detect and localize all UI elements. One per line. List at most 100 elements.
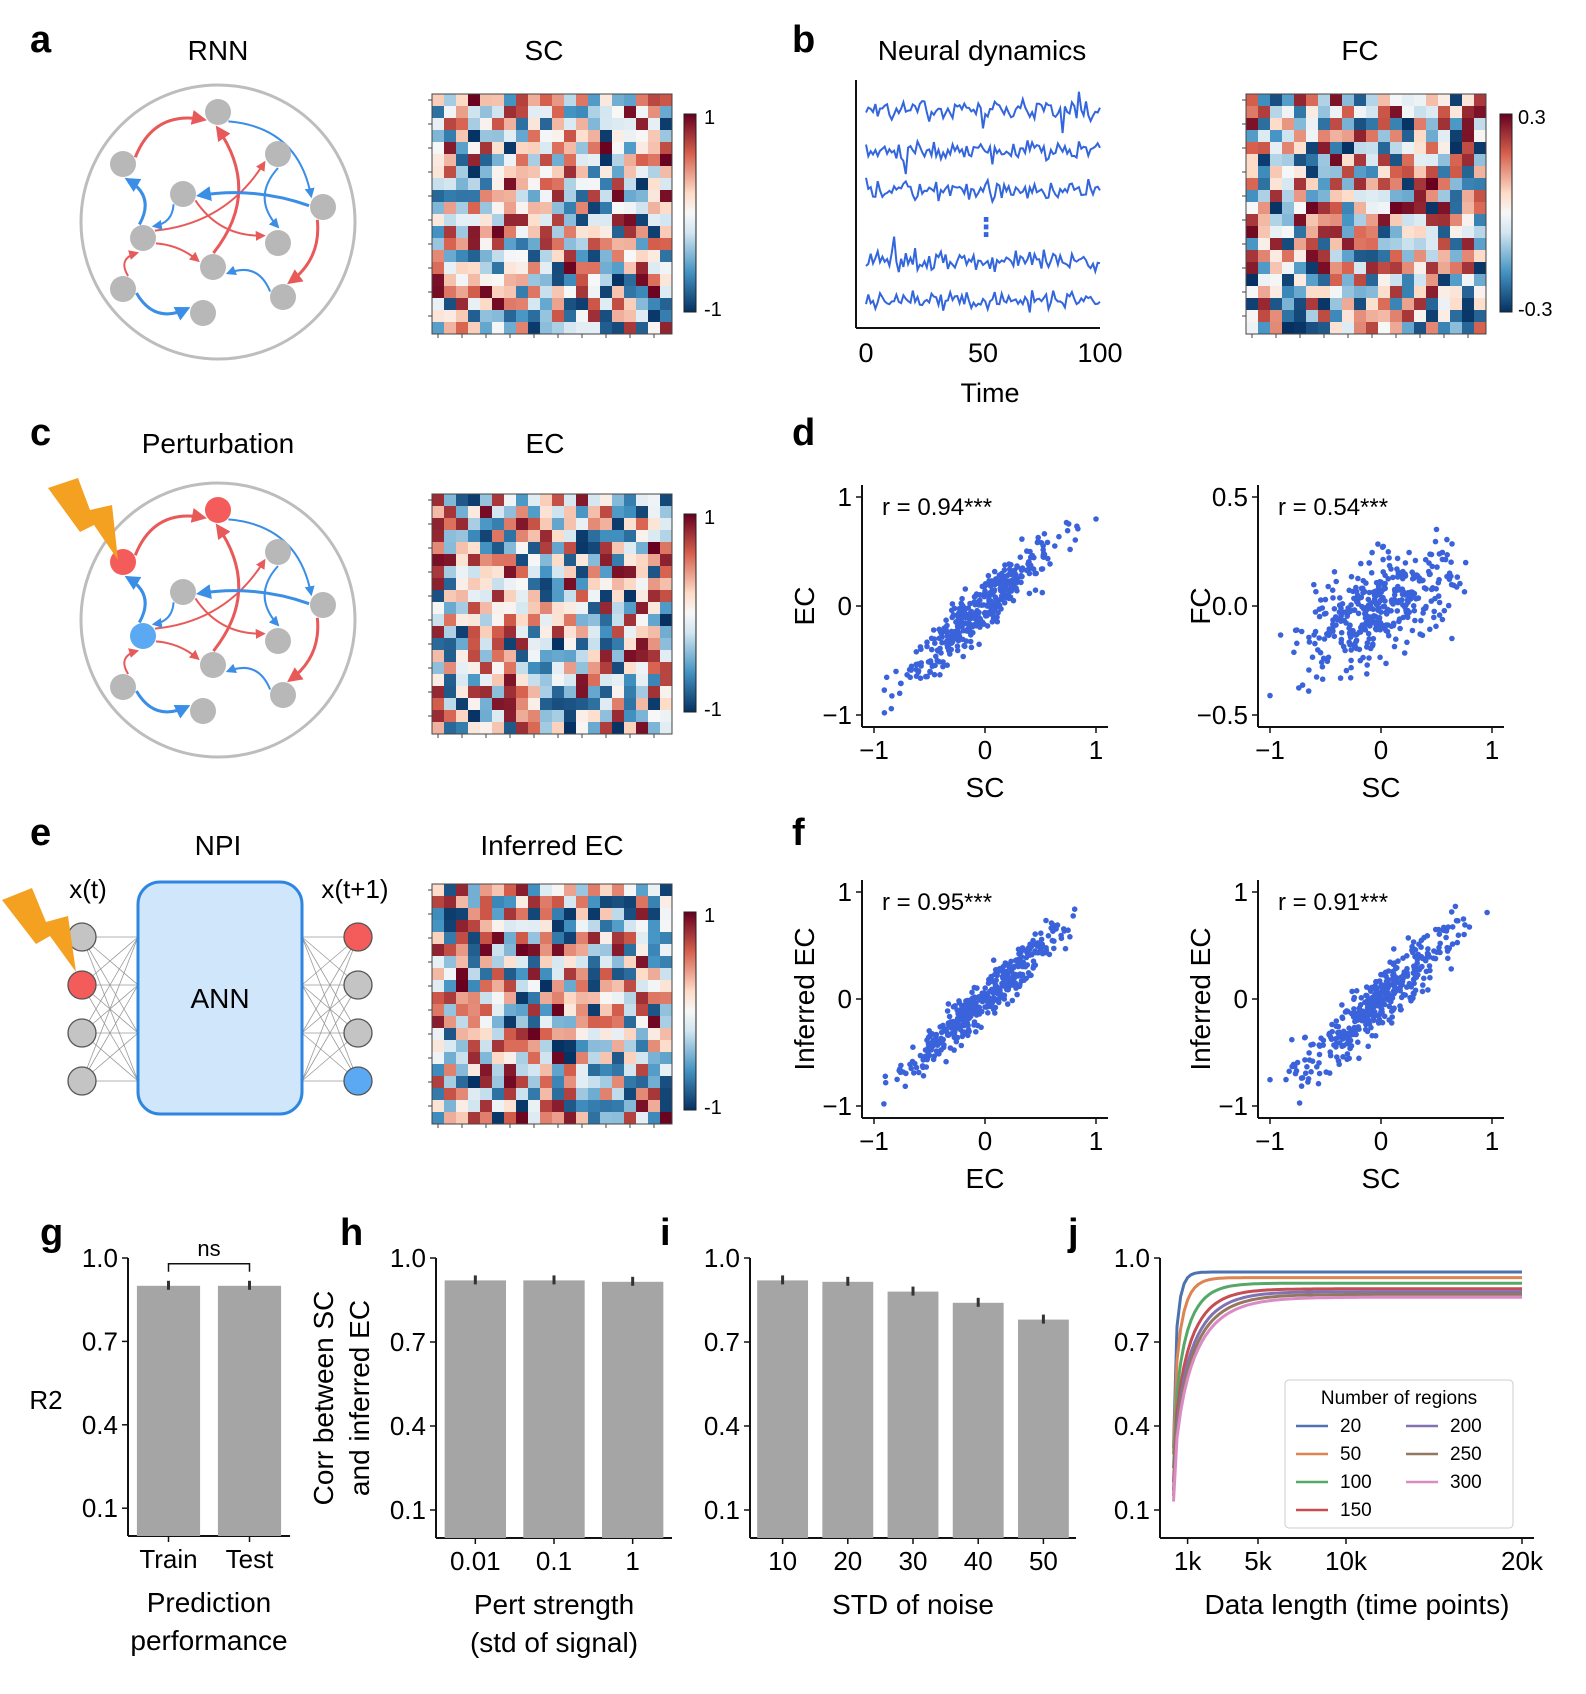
heatmap-cell bbox=[456, 554, 469, 567]
scatter-point bbox=[1396, 618, 1402, 625]
scatter-point bbox=[1394, 555, 1401, 562]
heatmap-cell bbox=[1342, 190, 1355, 203]
heatmap-cell bbox=[492, 686, 505, 699]
heatmap-cell bbox=[576, 118, 589, 131]
scatter-point bbox=[1380, 543, 1387, 550]
scatter-point bbox=[1388, 1020, 1395, 1026]
heatmap-cell bbox=[588, 650, 601, 663]
heatmap-cell bbox=[504, 968, 517, 981]
heatmap-cell bbox=[600, 106, 613, 119]
heatmap-cell bbox=[600, 908, 613, 921]
heatmap-cell bbox=[1246, 130, 1259, 143]
scatter-point bbox=[968, 644, 975, 651]
scatter-point bbox=[1339, 1002, 1345, 1008]
heatmap-cell bbox=[624, 590, 637, 603]
heatmap-cell bbox=[1246, 250, 1259, 263]
heatmap-cell bbox=[1258, 118, 1271, 131]
heatmap-cell bbox=[624, 722, 637, 735]
heatmap-cell bbox=[516, 1076, 529, 1089]
heatmap-cell bbox=[1282, 190, 1295, 203]
heatmap-cell bbox=[1414, 214, 1427, 227]
heatmap-cell bbox=[636, 262, 649, 275]
heatmap-cell bbox=[456, 166, 469, 179]
scatter-point bbox=[1349, 988, 1355, 995]
heatmap-cell bbox=[480, 638, 493, 651]
heatmap-cell bbox=[528, 662, 541, 675]
heatmap-cell bbox=[1342, 118, 1355, 131]
heatmap-cell bbox=[492, 250, 505, 263]
heatmap-cell bbox=[516, 710, 529, 723]
heatmap-cell bbox=[540, 590, 553, 603]
network-node bbox=[200, 652, 226, 678]
heatmap-cell bbox=[1450, 190, 1463, 203]
heatmap-cell bbox=[444, 992, 457, 1005]
heatmap-cell bbox=[456, 190, 469, 203]
heatmap-cell bbox=[1462, 94, 1475, 107]
scatter-point bbox=[1001, 979, 1008, 986]
heatmap-cell bbox=[576, 286, 589, 299]
heatmap-cell bbox=[600, 262, 613, 275]
heatmap-cell bbox=[456, 722, 469, 735]
heatmap-cell bbox=[492, 518, 505, 531]
scatter-point bbox=[999, 592, 1006, 598]
heatmap-cell bbox=[588, 956, 601, 969]
heatmap-cell bbox=[1258, 166, 1271, 179]
heatmap-cell bbox=[504, 518, 517, 531]
scatter-point bbox=[1343, 667, 1350, 674]
scatter-point bbox=[989, 587, 996, 594]
bar-x-tick-label: Train bbox=[139, 1544, 197, 1574]
heatmap-cell bbox=[1258, 310, 1271, 323]
heatmap-cell bbox=[516, 178, 529, 191]
heatmap-cell bbox=[504, 506, 517, 519]
heatmap-cell bbox=[1258, 190, 1271, 203]
heatmap-cell bbox=[456, 274, 469, 287]
scatter-point bbox=[1320, 1042, 1326, 1048]
legend-label: 50 bbox=[1340, 1444, 1361, 1465]
heatmap-cell bbox=[1306, 178, 1319, 191]
scatter-r-annotation: r = 0.54*** bbox=[1278, 494, 1388, 521]
heatmap-cell bbox=[564, 674, 577, 687]
scatter-point bbox=[1353, 988, 1360, 994]
heatmap-cell bbox=[480, 202, 493, 215]
heatmap-cell bbox=[1258, 226, 1271, 239]
heatmap-cell bbox=[456, 94, 469, 107]
heatmap-cell bbox=[1354, 130, 1367, 143]
scatter-point bbox=[960, 653, 966, 660]
scatter-point bbox=[973, 1005, 979, 1012]
heatmap-cell bbox=[1402, 322, 1415, 335]
heatmap-cell bbox=[1354, 166, 1367, 179]
heatmap-cell bbox=[636, 518, 649, 531]
fc-heatmap bbox=[1242, 93, 1487, 338]
scatter-point bbox=[1067, 934, 1073, 940]
scatter-point bbox=[1321, 611, 1328, 617]
heatmap-cell bbox=[1402, 178, 1415, 191]
heatmap-cell bbox=[528, 238, 541, 251]
legend-label: 300 bbox=[1450, 1472, 1482, 1493]
heatmap-cell bbox=[1294, 238, 1307, 251]
heatmap-cell bbox=[564, 554, 577, 567]
heatmap-cell bbox=[468, 968, 481, 981]
heatmap-cell bbox=[564, 980, 577, 993]
scatter-y-tick-label: 1 bbox=[838, 877, 852, 907]
heatmap-cell bbox=[480, 494, 493, 507]
heatmap-cell bbox=[492, 1064, 505, 1077]
heatmap-cell bbox=[432, 956, 445, 969]
heatmap-cell bbox=[552, 1016, 565, 1029]
scatter-point bbox=[985, 572, 992, 579]
heatmap-cell bbox=[636, 130, 649, 143]
heatmap-cell bbox=[552, 590, 565, 603]
scatter-point bbox=[1385, 997, 1391, 1003]
heatmap-cell bbox=[528, 884, 541, 897]
heatmap-cell bbox=[1342, 178, 1355, 191]
heatmap-cell bbox=[1330, 202, 1343, 215]
heatmap-cell bbox=[552, 506, 565, 519]
heatmap-cell bbox=[1402, 118, 1415, 131]
heatmap-cell bbox=[1366, 94, 1379, 107]
heatmap-cell bbox=[492, 566, 505, 579]
heatmap-cell bbox=[480, 1064, 493, 1077]
scatter-point bbox=[1054, 922, 1061, 928]
scatter-point bbox=[937, 629, 944, 635]
heatmap-cell bbox=[1246, 202, 1259, 215]
heatmap-cell bbox=[576, 518, 589, 531]
